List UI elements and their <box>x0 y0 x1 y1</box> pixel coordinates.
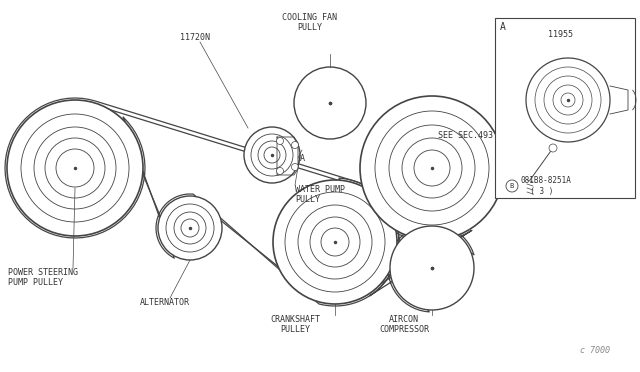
Circle shape <box>251 134 293 176</box>
Circle shape <box>526 58 610 142</box>
Circle shape <box>535 67 601 133</box>
Circle shape <box>264 147 280 163</box>
Circle shape <box>553 85 583 115</box>
Circle shape <box>360 96 504 240</box>
Circle shape <box>389 125 475 211</box>
Circle shape <box>544 76 592 124</box>
Text: A: A <box>500 22 506 32</box>
Circle shape <box>375 111 489 225</box>
Text: 11720N: 11720N <box>180 33 210 42</box>
Text: AIRCON
COMPRESSOR: AIRCON COMPRESSOR <box>379 315 429 334</box>
Text: 081B8-8251A
  ( 3 ): 081B8-8251A ( 3 ) <box>521 176 572 196</box>
Circle shape <box>56 149 94 187</box>
Circle shape <box>244 127 300 183</box>
Circle shape <box>158 196 222 260</box>
Circle shape <box>285 192 385 292</box>
Circle shape <box>276 138 284 144</box>
Text: A: A <box>300 154 305 163</box>
Circle shape <box>402 138 462 198</box>
Circle shape <box>273 180 397 304</box>
Circle shape <box>181 219 199 237</box>
Circle shape <box>390 226 474 310</box>
Text: CRANKSHAFT
PULLEY: CRANKSHAFT PULLEY <box>270 315 320 334</box>
Text: B: B <box>510 183 514 189</box>
Circle shape <box>7 100 143 236</box>
Circle shape <box>310 217 360 267</box>
Circle shape <box>549 144 557 152</box>
Circle shape <box>166 204 214 252</box>
Circle shape <box>414 150 450 186</box>
Text: WATER PUMP
PULLY: WATER PUMP PULLY <box>295 185 345 204</box>
Text: 11955: 11955 <box>548 30 573 39</box>
Circle shape <box>291 141 298 148</box>
Circle shape <box>258 141 286 169</box>
Text: c 7000: c 7000 <box>580 346 610 355</box>
Circle shape <box>21 114 129 222</box>
Circle shape <box>561 93 575 107</box>
Circle shape <box>321 228 349 256</box>
Circle shape <box>276 167 284 174</box>
Text: SEE SEC.493: SEE SEC.493 <box>438 131 493 140</box>
Circle shape <box>291 164 298 170</box>
Circle shape <box>298 205 372 279</box>
Text: POWER STEERING
PUMP PULLEY: POWER STEERING PUMP PULLEY <box>8 268 78 288</box>
Bar <box>495 18 635 198</box>
Text: COOLING FAN
PULLY: COOLING FAN PULLY <box>282 13 337 32</box>
Text: ALTERNATOR: ALTERNATOR <box>140 298 190 307</box>
Circle shape <box>506 180 518 192</box>
Circle shape <box>174 212 206 244</box>
Circle shape <box>34 127 116 209</box>
Circle shape <box>294 67 366 139</box>
Circle shape <box>45 138 105 198</box>
